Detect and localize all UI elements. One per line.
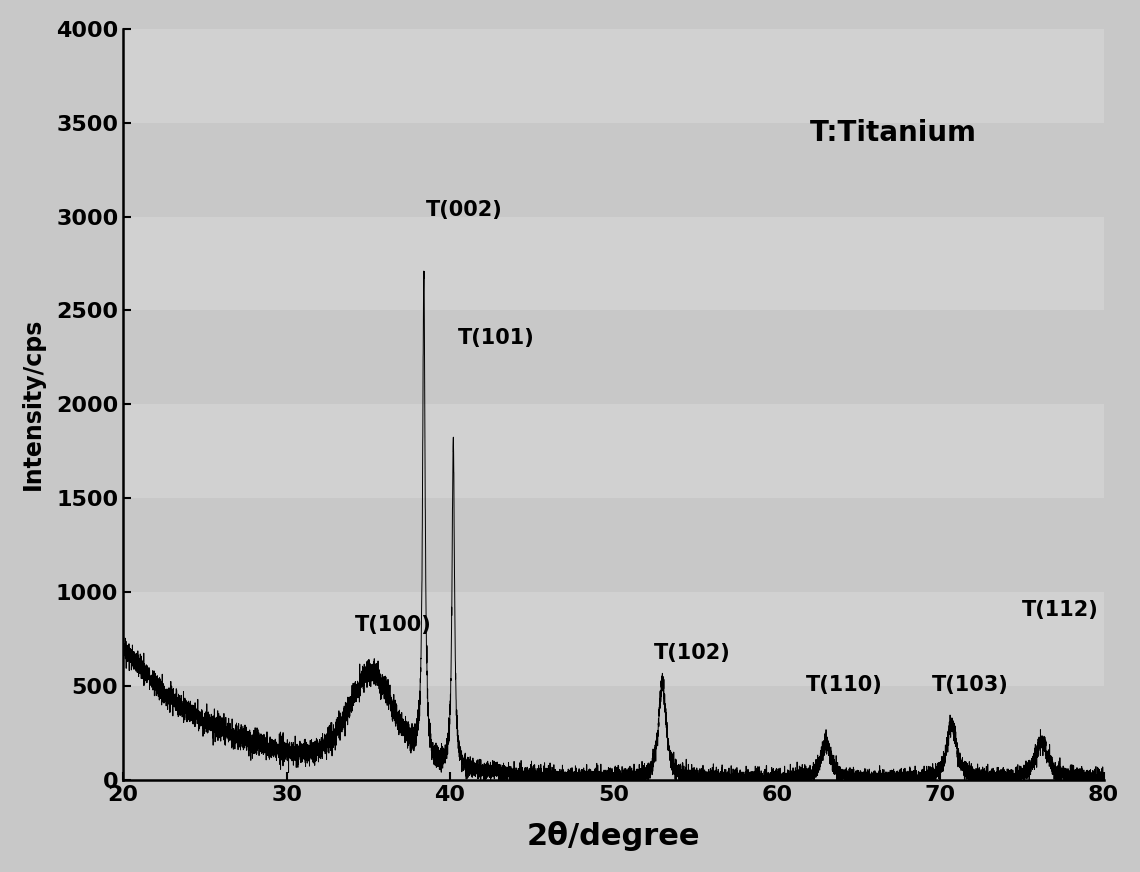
Text: T(002): T(002) <box>425 201 503 221</box>
Text: T(101): T(101) <box>458 328 535 348</box>
Text: T(112): T(112) <box>1021 600 1099 620</box>
Text: T:Titanium: T:Titanium <box>809 119 977 146</box>
Bar <box>123 405 1104 498</box>
Text: T(110): T(110) <box>806 675 884 695</box>
Bar <box>123 29 1104 123</box>
Y-axis label: Intensity/cps: Intensity/cps <box>21 318 44 490</box>
X-axis label: 2θ/degree: 2θ/degree <box>527 821 700 851</box>
Bar <box>123 216 1104 310</box>
Bar <box>123 592 1104 685</box>
Text: T(102): T(102) <box>654 644 731 664</box>
Text: T(100): T(100) <box>356 615 432 635</box>
Text: T(103): T(103) <box>933 675 1009 695</box>
